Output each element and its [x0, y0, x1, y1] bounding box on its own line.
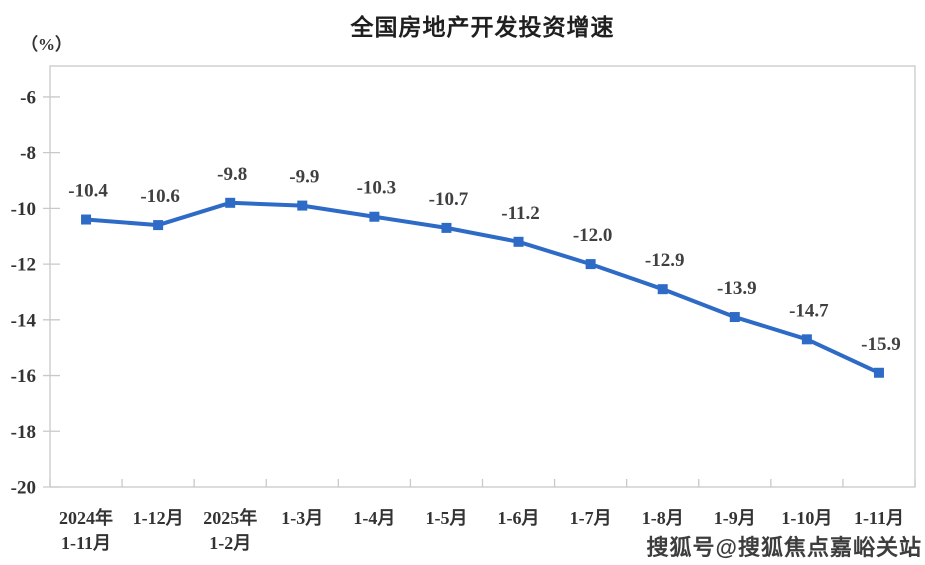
x-axis-tick-label: 2025年 1-2月	[203, 507, 257, 553]
data-point-label: -13.9	[717, 278, 757, 299]
watermark: 搜狐号@搜狐焦点嘉峪关站	[646, 535, 922, 560]
y-axis-tick-label: -10	[11, 199, 36, 220]
data-point-marker	[801, 334, 812, 345]
y-axis-tick-label: -12	[11, 255, 36, 276]
x-axis-tick-label: 1-6月	[498, 508, 540, 528]
data-point-marker	[873, 367, 884, 378]
data-point-marker	[513, 236, 524, 247]
data-point-label: -12.9	[645, 250, 685, 271]
y-axis-tick-label: -20	[11, 478, 36, 499]
data-point-marker	[369, 211, 380, 222]
data-point-label: -10.3	[357, 178, 397, 199]
y-axis-unit-label: （%）	[21, 35, 72, 54]
x-axis-tick-label: 1-3月	[281, 508, 323, 528]
series-line	[84, 200, 881, 375]
x-axis-tick-label: 1-8月	[642, 508, 684, 528]
x-axis-tick-label: 1-10月	[781, 508, 832, 528]
chart-title: 全国房地产开发投资增速	[350, 14, 615, 40]
plot-area-border	[49, 65, 916, 488]
data-point-marker	[81, 214, 92, 225]
data-point-label: -10.6	[140, 186, 180, 207]
x-axis-tick-label: 1-9月	[714, 508, 756, 528]
y-axis-tick-label: -18	[11, 422, 36, 443]
data-point-label: -10.7	[429, 189, 469, 210]
x-axis-tick-label: 1-4月	[353, 508, 395, 528]
data-point-marker	[729, 312, 740, 323]
data-point-label: -9.9	[289, 167, 319, 188]
data-point-label: -12.0	[573, 225, 613, 246]
data-point-label: -14.7	[789, 300, 829, 321]
data-point-marker	[225, 197, 236, 208]
data-point-marker	[153, 220, 164, 231]
x-axis-tick-label: 1-5月	[425, 508, 467, 528]
data-point-marker	[441, 222, 452, 233]
data-point-marker	[585, 259, 596, 270]
data-point-label: -10.4	[68, 181, 108, 202]
data-point-label: -9.8	[217, 164, 247, 185]
y-axis-tick-label: -16	[11, 366, 36, 387]
data-point-label: -11.2	[501, 203, 540, 224]
x-axis-tick-label: 1-7月	[570, 508, 612, 528]
x-axis-tick-label: 2024年 1-11月	[59, 507, 113, 553]
y-axis-tick-label: -8	[20, 143, 36, 164]
x-axis-tick-label: 1-11月	[854, 508, 904, 528]
data-point-marker	[297, 200, 308, 211]
y-axis-tick-label: -6	[20, 87, 36, 108]
data-point-marker	[657, 284, 668, 295]
x-axis-tick-label: 1-12月	[133, 508, 184, 528]
y-axis-tick-label: -14	[11, 310, 37, 331]
data-point-label: -15.9	[861, 334, 901, 355]
